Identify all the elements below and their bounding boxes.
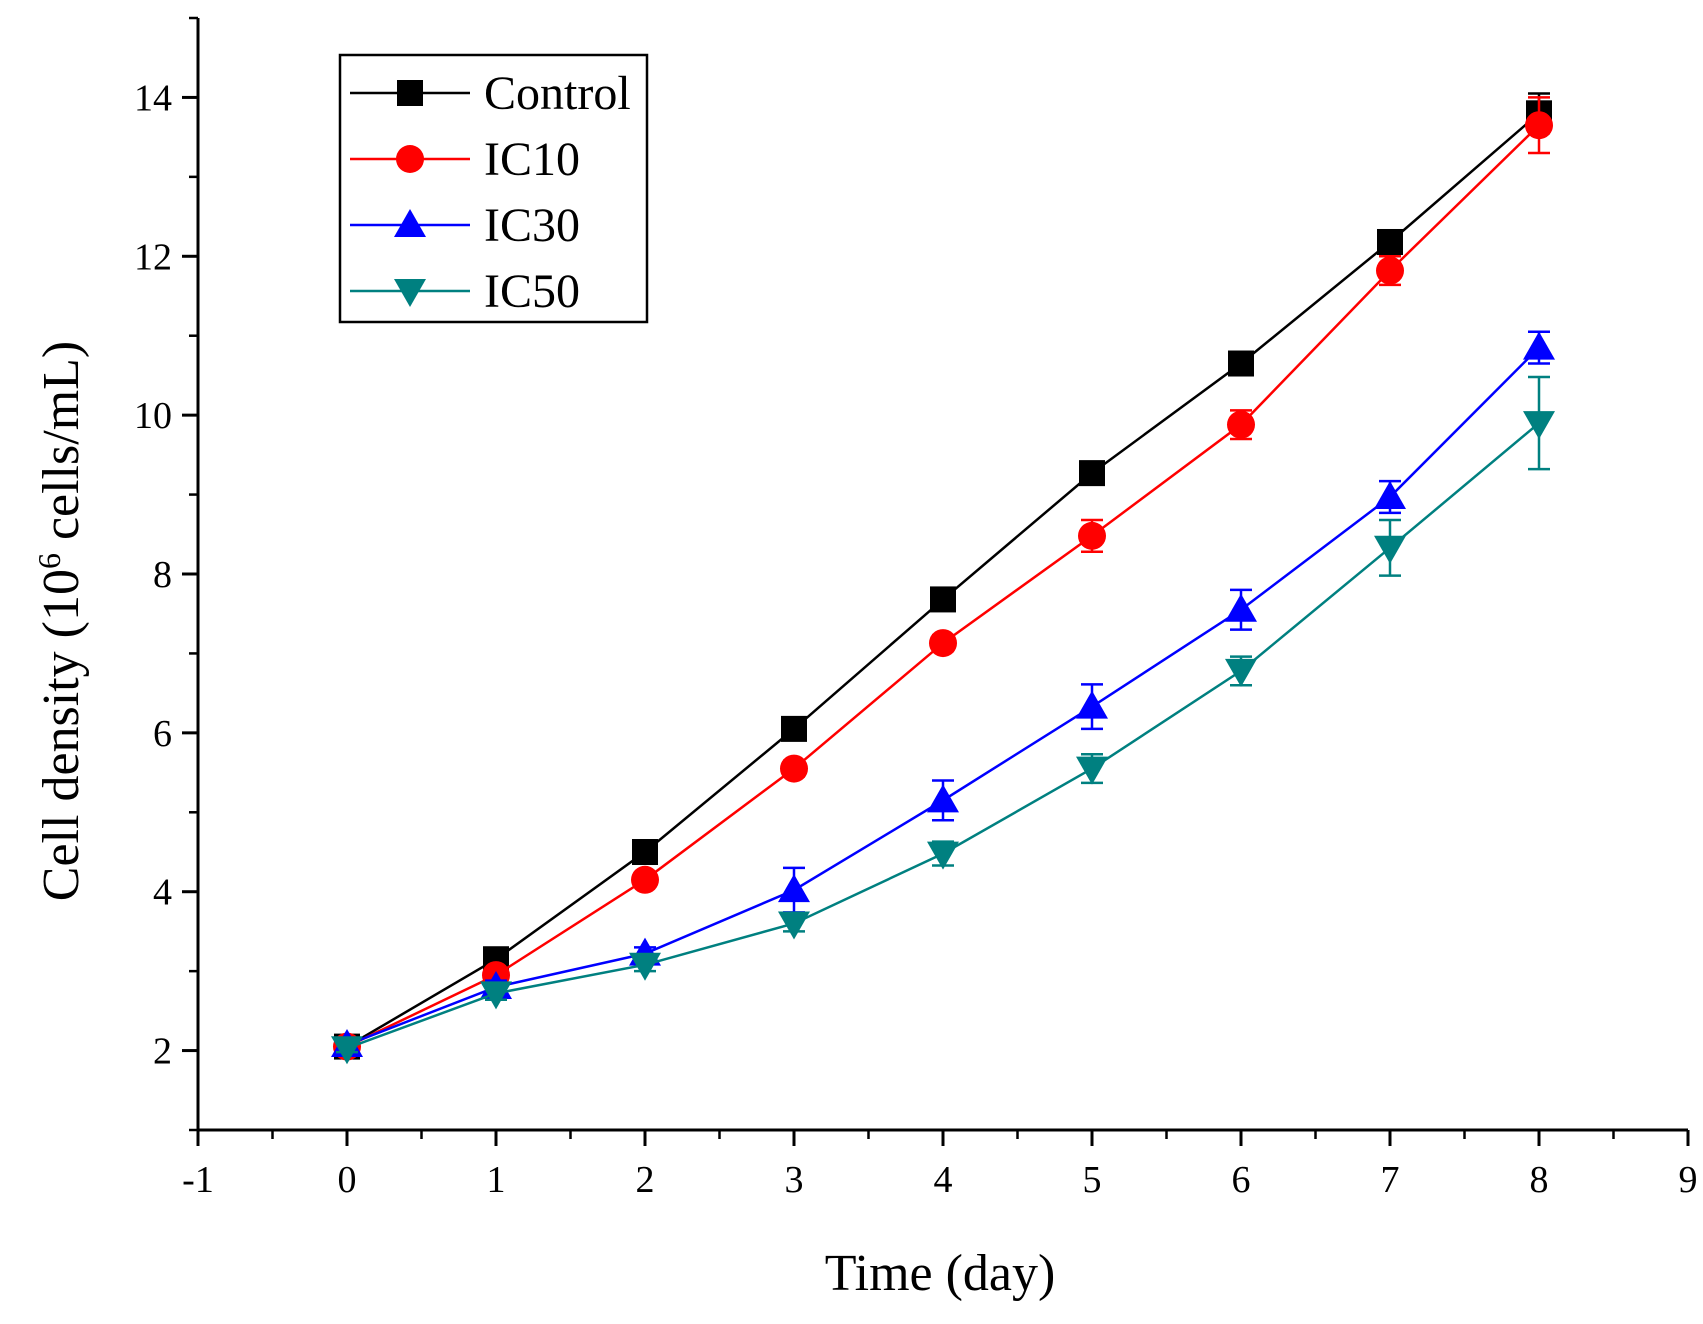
legend-entry-ic50: IC50 <box>350 265 580 318</box>
series-ic10 <box>333 96 1553 1061</box>
x-tick-label: 0 <box>338 1159 357 1201</box>
series-control <box>334 92 1552 1060</box>
y-tick-label: 2 <box>153 1031 172 1073</box>
data-point <box>929 629 957 658</box>
y-tick-label: 4 <box>153 872 172 914</box>
y-tick-label: 10 <box>134 395 172 437</box>
data-point <box>780 754 808 783</box>
series-ic50 <box>331 375 1555 1065</box>
data-point <box>778 911 810 940</box>
data-point <box>631 865 659 894</box>
x-tick-label: 4 <box>934 1159 953 1201</box>
series-line <box>346 422 1540 1050</box>
legend-entry-ic30: IC30 <box>350 199 580 252</box>
series-ic30 <box>331 330 1555 1058</box>
legend-marker <box>394 279 426 307</box>
data-point <box>1523 331 1555 360</box>
data-point <box>1225 593 1257 622</box>
legend-label: IC10 <box>484 133 580 186</box>
data-point <box>1523 411 1555 440</box>
x-tick-label: 2 <box>636 1159 655 1201</box>
series-line <box>346 346 1540 1047</box>
data-point <box>930 586 956 613</box>
x-tick-label: 8 <box>1530 1159 1549 1201</box>
y-axis-title: Cell density (106 cells/mL) <box>31 341 90 901</box>
data-point <box>1076 756 1108 785</box>
legend-label: IC30 <box>484 199 580 252</box>
data-point <box>927 784 959 813</box>
legend-marker <box>397 80 423 106</box>
data-point <box>778 874 810 903</box>
data-point <box>1079 460 1105 487</box>
data-point <box>480 981 512 1010</box>
data-point <box>1228 350 1254 377</box>
data-point <box>1225 658 1257 687</box>
y-tick-label: 8 <box>153 554 172 596</box>
data-point <box>1374 535 1406 564</box>
data-point <box>1374 480 1406 509</box>
x-tick-label: 1 <box>487 1159 506 1201</box>
y-axis-ticks: 2 4 6 8 10 12 14 <box>134 16 198 1132</box>
data-point <box>632 839 658 865</box>
legend-label: IC50 <box>484 265 580 318</box>
data-point <box>629 952 661 981</box>
data-point <box>781 715 807 742</box>
data-point <box>1227 410 1255 439</box>
y-tick-label: 6 <box>153 713 172 755</box>
x-tick-label: -1 <box>182 1159 214 1201</box>
y-axis-title-superscript: 6 <box>31 553 67 569</box>
data-point <box>1078 521 1106 550</box>
legend-box <box>338 53 649 324</box>
y-axis-title-prefix: Cell density (10 <box>33 569 90 901</box>
data-point <box>1376 256 1404 285</box>
x-tick-label: 5 <box>1083 1159 1102 1201</box>
series-layer <box>331 92 1555 1065</box>
x-tick-label: 6 <box>1232 1159 1251 1201</box>
data-point <box>1525 111 1553 140</box>
legend-entry-control: Control <box>350 67 631 120</box>
x-tick-label: 3 <box>785 1159 804 1201</box>
x-tick-label: 9 <box>1679 1159 1698 1201</box>
legend: Control IC10 IC30 IC50 <box>338 53 649 324</box>
legend-marker <box>394 209 426 237</box>
y-tick-label: 12 <box>134 236 172 278</box>
data-point <box>331 1036 363 1065</box>
x-tick-label: 7 <box>1381 1159 1400 1201</box>
y-axis-title-suffix: cells/mL) <box>33 341 90 553</box>
legend-entry-ic10: IC10 <box>350 133 580 186</box>
data-point <box>1377 228 1403 255</box>
data-point <box>1076 690 1108 719</box>
y-tick-label: 14 <box>134 77 172 119</box>
x-axis-ticks: -1 0 1 2 3 4 5 6 7 8 9 <box>182 1130 1698 1201</box>
legend-marker <box>396 145 424 173</box>
legend-label: Control <box>484 67 631 120</box>
x-axis-title: Time (day) <box>825 1245 1056 1302</box>
data-point <box>927 841 959 870</box>
